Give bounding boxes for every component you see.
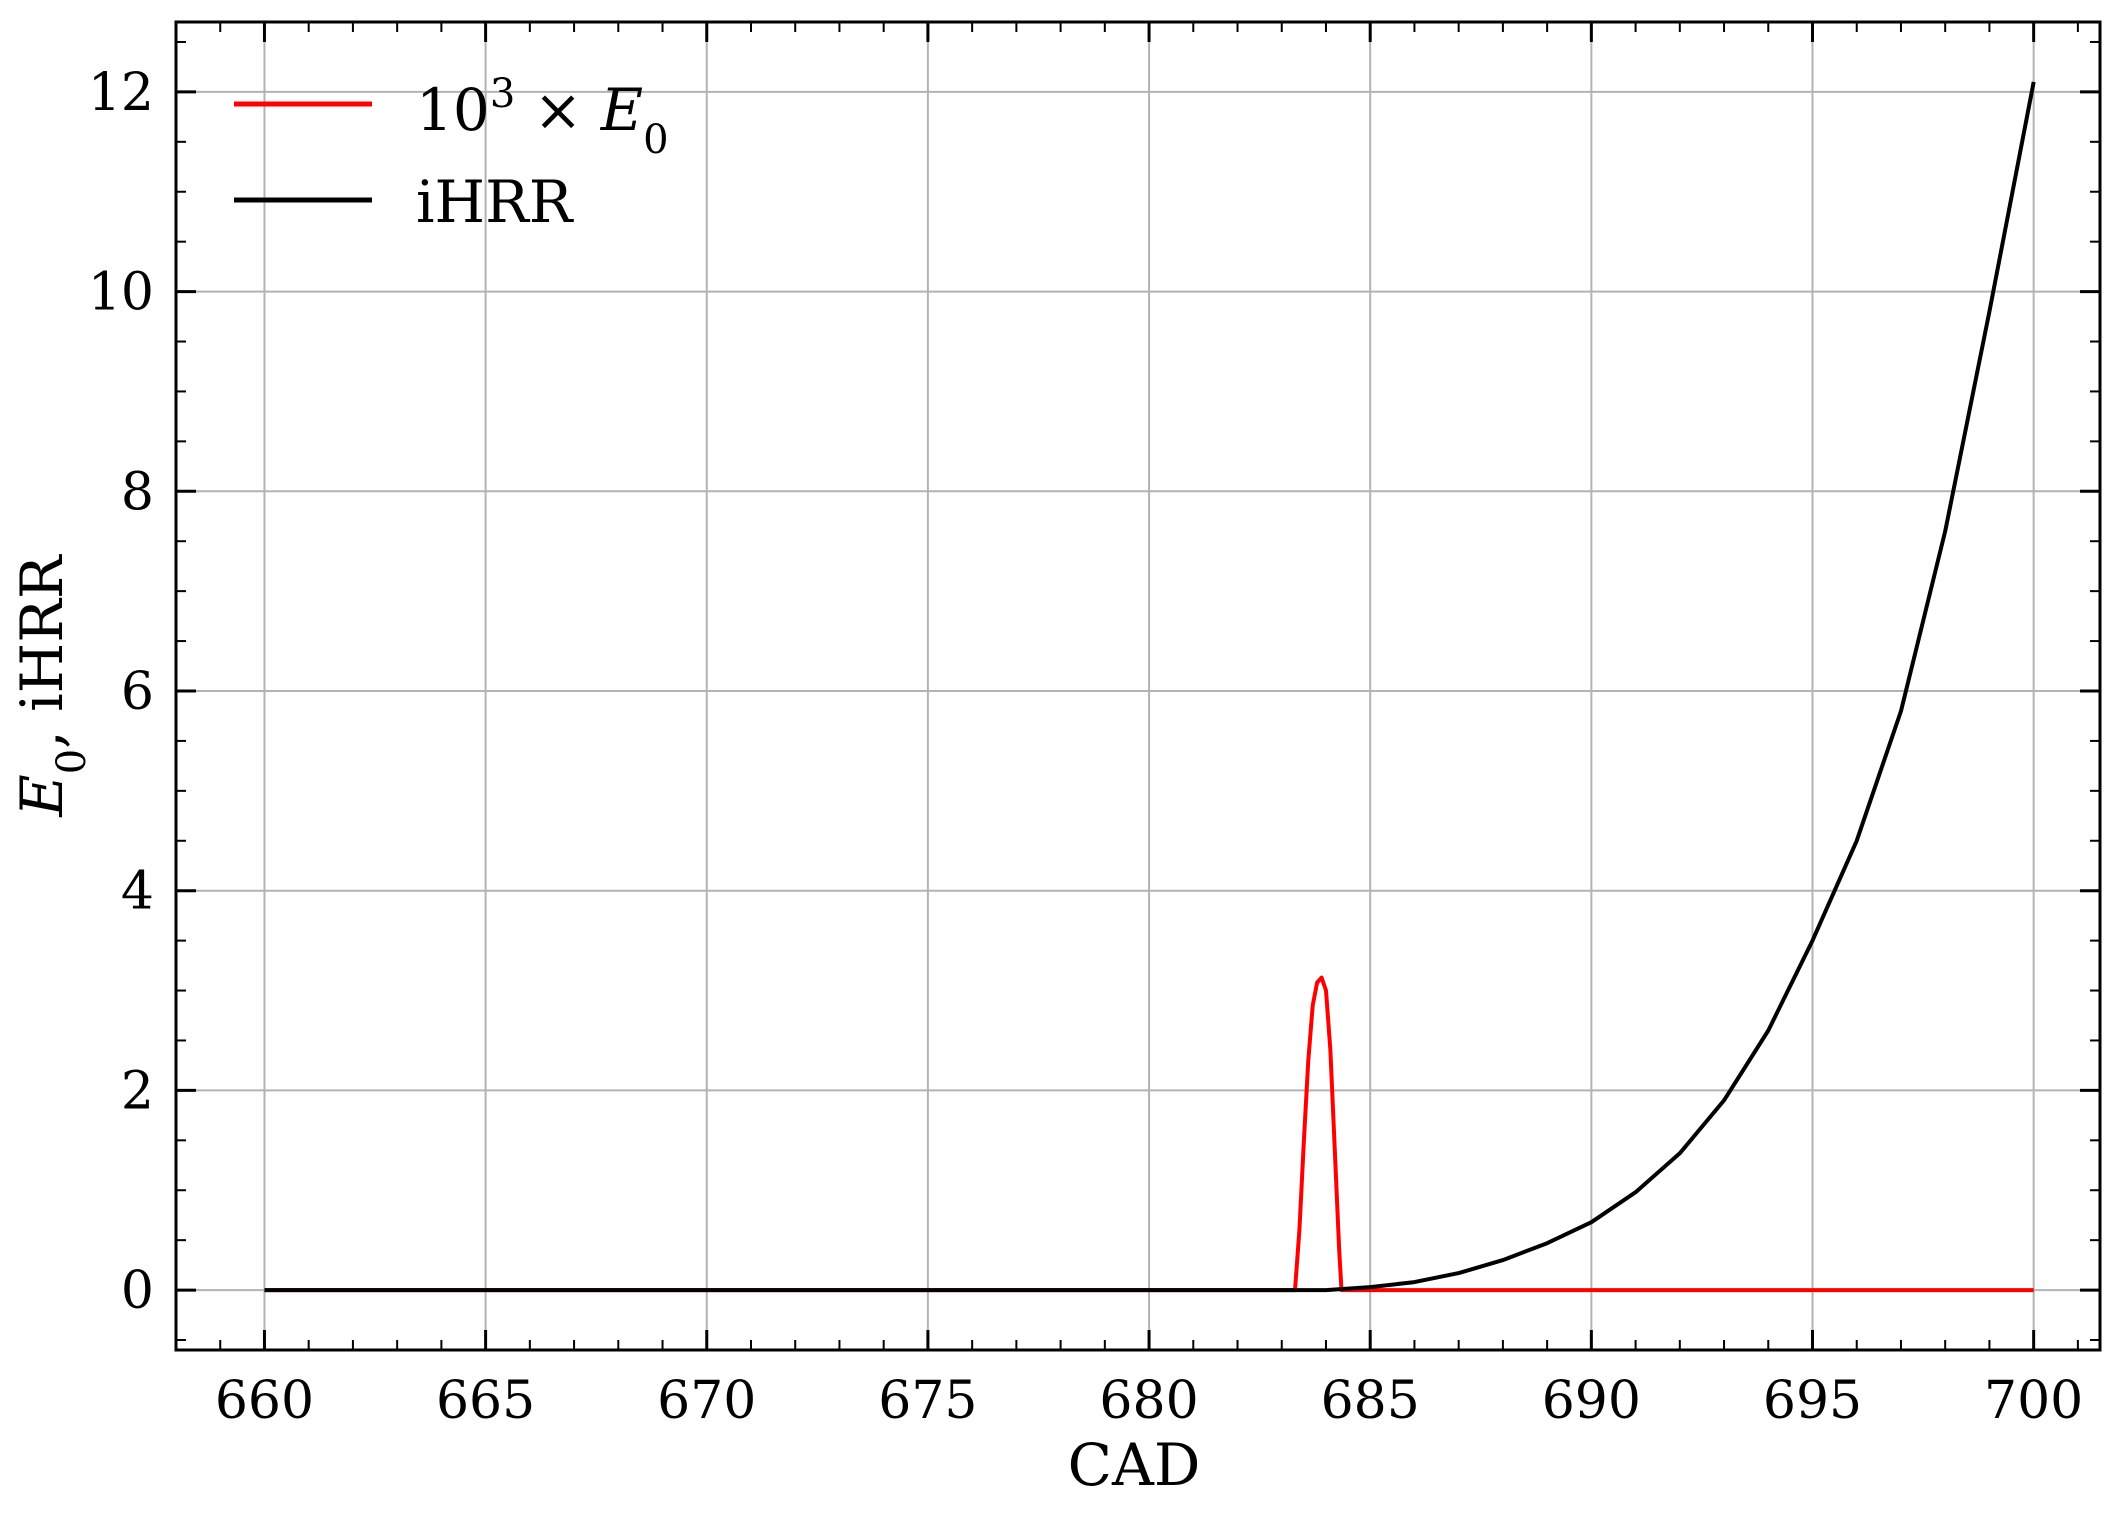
legend: 103 × E0 iHRR <box>234 71 669 236</box>
x-axis-label: CAD <box>1068 1431 1201 1499</box>
legend-label-e0: 103 × E0 <box>416 71 669 163</box>
y-tick-label: 6 <box>121 662 154 722</box>
x-tick-label: 700 <box>1984 1371 2083 1431</box>
y-tick-label: 8 <box>121 462 154 522</box>
y-axis-label: E0, iHRR <box>8 553 95 817</box>
grid <box>176 22 2100 1350</box>
series-line-ihrr <box>264 81 2036 1293</box>
x-tick-label: 675 <box>878 1371 977 1431</box>
series-layer <box>264 81 2036 1293</box>
plot-frame <box>174 20 2102 1352</box>
x-tick-label: 690 <box>1542 1371 1641 1431</box>
x-tick-label: 680 <box>1099 1371 1198 1431</box>
series-line-e0 <box>264 975 2034 1293</box>
x-tick-label: 665 <box>436 1371 535 1431</box>
y-tick-label: 10 <box>88 263 154 323</box>
ticks: 660 665 670 675 680 685 690 695 700 0 2 4 6 8 10 12 <box>88 22 2100 1431</box>
y-tick-label: 12 <box>88 63 154 123</box>
y-tick-label: 0 <box>121 1261 154 1321</box>
legend-label-ihrr: iHRR <box>416 168 575 236</box>
y-tick-label: 2 <box>121 1061 154 1121</box>
x-tick-label: 685 <box>1321 1371 1420 1431</box>
y-tick-label: 4 <box>121 862 154 922</box>
x-tick-label: 670 <box>657 1371 756 1431</box>
x-tick-label: 660 <box>215 1371 314 1431</box>
x-tick-label: 695 <box>1763 1371 1862 1431</box>
